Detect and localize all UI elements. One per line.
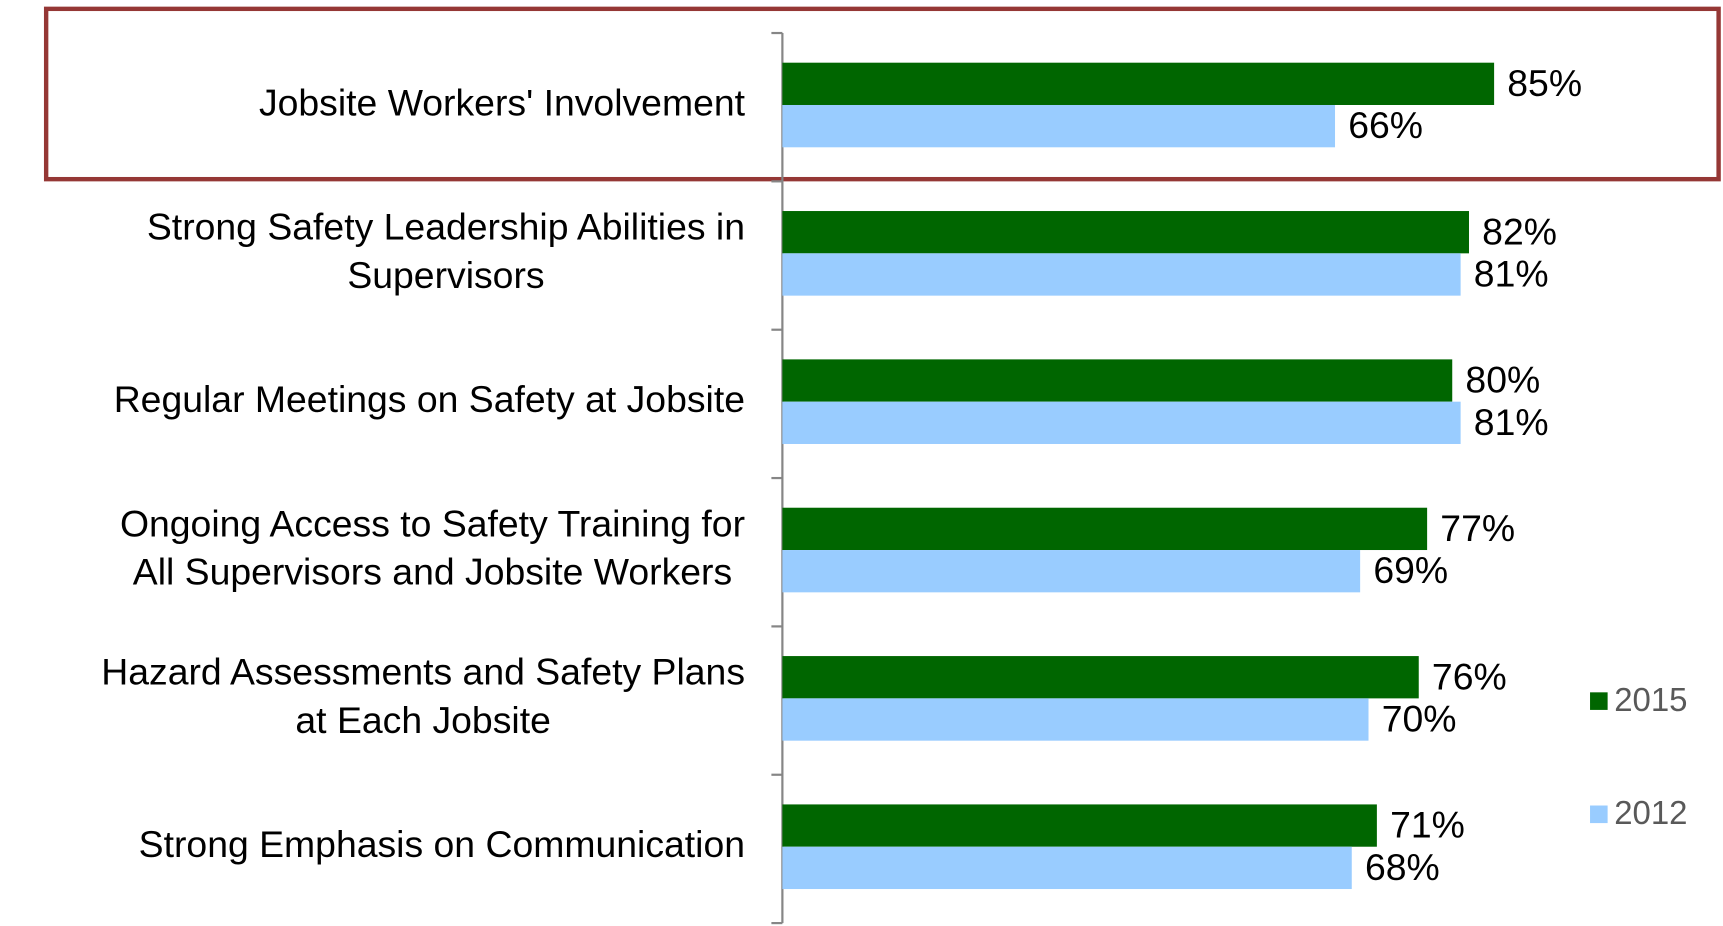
bar bbox=[782, 656, 1419, 699]
data-label: 76% bbox=[1432, 655, 1507, 697]
bar bbox=[782, 507, 1428, 551]
bar bbox=[782, 550, 1361, 593]
bar bbox=[782, 846, 1352, 890]
data-label: 71% bbox=[1390, 804, 1465, 846]
y-tick-label: Ongoing Access to Safety Training for bbox=[120, 502, 745, 544]
bar bbox=[782, 62, 1495, 105]
bar bbox=[782, 359, 1453, 402]
y-tick-label: Supervisors bbox=[347, 254, 544, 296]
legend-swatch bbox=[1590, 805, 1608, 824]
bar bbox=[782, 104, 1336, 148]
y-tick-label: Hazard Assessments and Safety Plans bbox=[101, 651, 745, 693]
data-label: 77% bbox=[1440, 507, 1515, 549]
highlight-box bbox=[43, 6, 1721, 182]
bar bbox=[782, 401, 1461, 444]
data-label: 68% bbox=[1365, 846, 1440, 888]
data-label: 85% bbox=[1507, 62, 1582, 104]
y-tick-label: Strong Emphasis on Communication bbox=[139, 823, 745, 865]
y-tick-label: Jobsite Workers' Involvement bbox=[259, 81, 746, 123]
legend-swatch bbox=[1590, 692, 1608, 710]
data-label: 80% bbox=[1465, 359, 1540, 401]
bar bbox=[782, 698, 1369, 741]
data-label: 70% bbox=[1382, 698, 1457, 740]
legend-label: 2012 bbox=[1614, 794, 1687, 831]
bar bbox=[782, 253, 1461, 296]
data-label: 69% bbox=[1373, 549, 1448, 591]
data-label: 82% bbox=[1482, 210, 1557, 252]
bar bbox=[782, 211, 1469, 254]
data-label: 66% bbox=[1348, 104, 1423, 146]
y-tick-label: Regular Meetings on Safety at Jobsite bbox=[114, 378, 745, 420]
data-label: 81% bbox=[1474, 401, 1549, 443]
y-tick-label: at Each Jobsite bbox=[295, 699, 550, 741]
y-tick-label: All Supervisors and Jobsite Workers bbox=[133, 551, 732, 593]
legend-label: 2015 bbox=[1614, 681, 1687, 718]
y-tick-label: Strong Safety Leadership Abilities in bbox=[147, 206, 745, 248]
bar bbox=[782, 804, 1377, 847]
data-label: 81% bbox=[1474, 253, 1549, 295]
